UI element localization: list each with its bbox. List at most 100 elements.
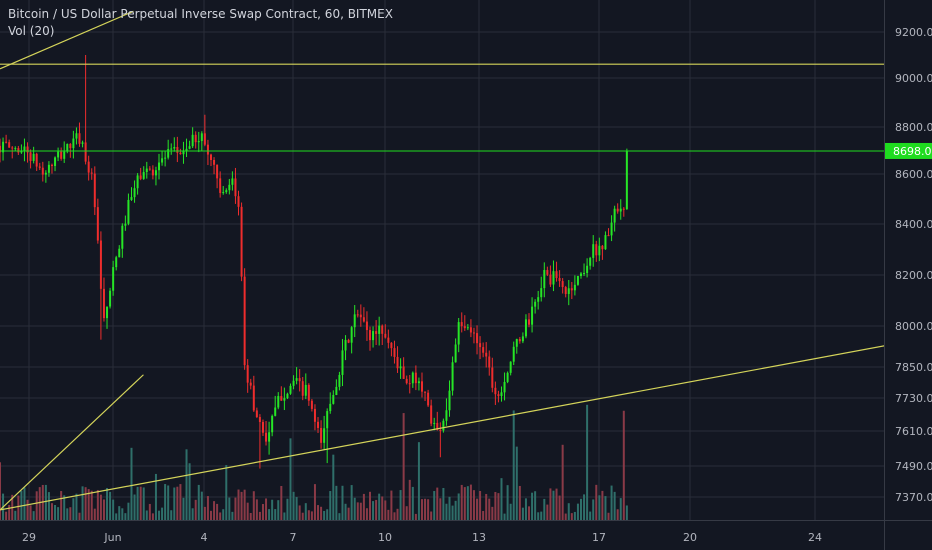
price-tick-label: 8600.0 [895, 168, 932, 181]
volume-bar [194, 499, 197, 520]
candle-body [102, 288, 105, 319]
volume-bar [133, 494, 136, 520]
candle-body [476, 333, 479, 344]
volume-bar [613, 491, 616, 520]
candle-body [304, 384, 307, 396]
candle-body [38, 166, 41, 168]
volume-bar [173, 487, 176, 520]
candle-body [197, 141, 200, 143]
candle-body [307, 384, 310, 401]
candle-body [161, 158, 164, 163]
support-trendline [0, 345, 884, 511]
candle-body [601, 245, 604, 250]
volume-bar [555, 488, 558, 520]
volume-bar [518, 485, 521, 520]
volume-bar [75, 493, 78, 520]
candle-body [482, 347, 485, 353]
volume-bar [87, 489, 90, 520]
volume-bar [182, 497, 185, 520]
volume-bar [411, 486, 414, 520]
candle-body [252, 385, 255, 411]
candle-body [167, 149, 170, 158]
trendline-1 [0, 374, 144, 511]
volume-bar [277, 500, 280, 520]
trendlines [0, 10, 884, 511]
volume-bar [359, 502, 362, 520]
volume-bar [546, 504, 549, 520]
candle-body [72, 138, 75, 149]
time-tick-label: Jun [103, 531, 121, 544]
volume-bar [170, 510, 173, 520]
candle-body [106, 306, 109, 319]
candle-body [604, 235, 607, 250]
volume-bar [206, 496, 209, 520]
volume-bar [237, 489, 240, 520]
volume-bar [261, 504, 264, 520]
volume-bar [341, 485, 344, 520]
candle-body [130, 197, 133, 200]
volume-bar [442, 487, 445, 520]
volume-bar [408, 479, 411, 520]
candle-body [359, 314, 362, 318]
candle-body [283, 398, 286, 401]
volume-bar [310, 511, 313, 520]
volume-bar [353, 497, 356, 520]
candle-body [402, 366, 405, 379]
volume-bar [375, 499, 378, 520]
volume-bar [500, 478, 503, 520]
candle-body [534, 301, 537, 307]
volume-bar [124, 513, 127, 520]
volume-bar [145, 510, 148, 520]
volume-bar [26, 499, 29, 520]
candle-body [41, 167, 44, 175]
volume-bar [66, 508, 69, 520]
candle-body [11, 147, 14, 149]
candle-body [625, 150, 628, 210]
volume-bar [191, 508, 194, 520]
volume-bar [292, 491, 295, 520]
candle-body [237, 196, 240, 207]
volume-bar [161, 507, 164, 520]
volume-bar [69, 507, 72, 520]
volume-bar [203, 506, 206, 520]
candle-body [47, 164, 50, 173]
candle-body [344, 339, 347, 351]
volume-bar [482, 510, 485, 520]
candle-body [301, 381, 304, 396]
candle-body [185, 148, 188, 151]
candle-body [274, 407, 277, 416]
candle-body [393, 348, 396, 357]
volume-bar [320, 506, 323, 520]
candle-body [323, 428, 326, 443]
volume-indicator-label: Vol (20) [8, 24, 55, 38]
candle-body [485, 352, 488, 357]
volume-bar [219, 512, 222, 520]
volume-bar [552, 490, 555, 520]
candle-body [243, 276, 246, 366]
volume-bar [295, 497, 298, 520]
candle-body [457, 322, 460, 345]
candle-body [246, 365, 249, 383]
candle-body [228, 184, 231, 191]
volume-bar [390, 490, 393, 520]
candle-body [326, 411, 329, 429]
volume-bar [209, 510, 212, 520]
candle-body [87, 161, 90, 173]
volume-bar [531, 492, 534, 520]
volume-bar [84, 487, 87, 520]
candle-body [417, 381, 420, 384]
candle-body [491, 367, 494, 388]
candle-body [203, 133, 206, 145]
candle-body [494, 387, 497, 395]
candle-body [191, 134, 194, 147]
price-axis-labels: 9200.0 9000.0 8800.0 8600.0 8400.0 8200.0 8000… [895, 26, 932, 504]
volume-bar [93, 508, 96, 520]
volume-bar [402, 413, 405, 520]
volume-bar [139, 486, 142, 520]
volume-bar [151, 513, 154, 520]
candle-body [589, 257, 592, 266]
volume-bar [164, 484, 167, 520]
candle-body [414, 372, 417, 384]
